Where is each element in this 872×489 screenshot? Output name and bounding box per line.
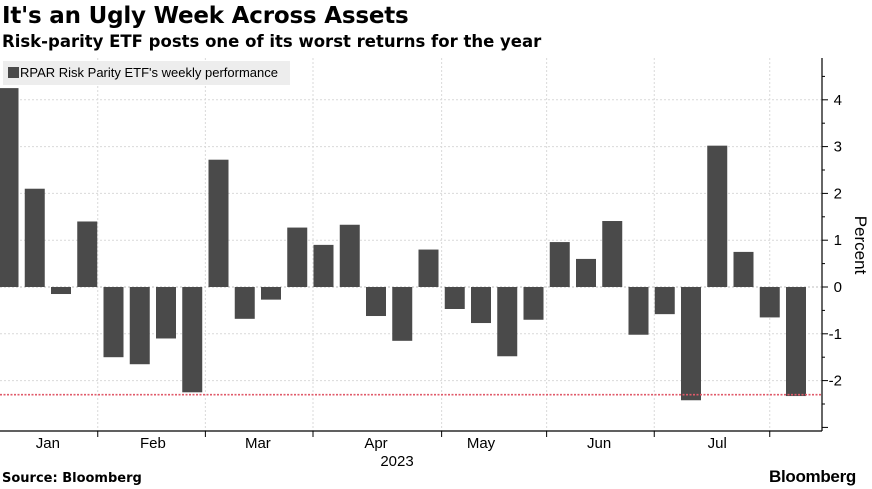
bar bbox=[287, 227, 308, 287]
bar bbox=[628, 287, 649, 335]
y-tick-label: 1 bbox=[834, 232, 842, 249]
bar bbox=[497, 287, 518, 357]
y-tick-label: 4 bbox=[834, 92, 842, 109]
bar bbox=[471, 287, 491, 324]
bar bbox=[339, 224, 360, 287]
bar bbox=[156, 287, 176, 339]
bar bbox=[261, 287, 281, 300]
bar bbox=[602, 221, 623, 287]
bar bbox=[681, 287, 701, 401]
bar bbox=[103, 287, 124, 358]
y-tick-label: -2 bbox=[829, 373, 842, 390]
bar bbox=[182, 287, 203, 393]
bar bbox=[418, 249, 439, 287]
source-note: Source: Bloomberg bbox=[2, 471, 142, 486]
bar bbox=[523, 287, 544, 320]
y-tick-labels: 4 3 2 1 0 -1 -2 bbox=[822, 75, 842, 428]
bars bbox=[0, 88, 806, 401]
bar bbox=[208, 159, 229, 287]
bar bbox=[51, 287, 71, 295]
y-tick-label: -1 bbox=[829, 326, 842, 343]
x-axis-year-label: 2023 bbox=[380, 453, 413, 470]
bar bbox=[366, 287, 386, 317]
chart-title: It's an Ugly Week Across Assets bbox=[2, 3, 409, 29]
x-tick-label: Feb bbox=[140, 435, 166, 452]
legend-swatch bbox=[8, 67, 19, 78]
y-tick-label: 2 bbox=[834, 185, 842, 202]
y-tick-label: 3 bbox=[834, 139, 842, 156]
bar bbox=[707, 145, 728, 287]
bar bbox=[444, 287, 465, 309]
bar bbox=[313, 244, 334, 287]
x-tick-labels: Jan Feb Mar Apr May Jun Jul bbox=[36, 431, 771, 452]
chart-subtitle: Risk-parity ETF posts one of its worst r… bbox=[2, 32, 542, 51]
bar bbox=[786, 287, 806, 397]
bar bbox=[549, 242, 570, 287]
x-tick-label: Jul bbox=[708, 435, 727, 452]
legend-background bbox=[3, 61, 290, 85]
bar bbox=[129, 287, 150, 365]
y-tick-label: 0 bbox=[834, 279, 842, 296]
bar bbox=[576, 258, 596, 287]
bar bbox=[0, 88, 19, 287]
y-axis-label: Percent bbox=[851, 216, 870, 275]
bar bbox=[77, 221, 98, 287]
bar bbox=[234, 287, 255, 319]
bar bbox=[24, 188, 45, 287]
bloomberg-logo: Bloomberg bbox=[768, 467, 856, 486]
bar bbox=[759, 287, 780, 318]
x-tick-label: Mar bbox=[245, 435, 271, 452]
x-tick-label: Jan bbox=[36, 435, 60, 452]
bar bbox=[392, 287, 413, 341]
x-tick-label: Jun bbox=[587, 435, 611, 452]
axes bbox=[0, 58, 823, 432]
legend-label: RPAR Risk Parity ETF's weekly performanc… bbox=[20, 65, 278, 80]
x-tick-label: May bbox=[467, 435, 496, 452]
bar bbox=[654, 287, 675, 315]
legend: RPAR Risk Parity ETF's weekly performanc… bbox=[3, 61, 290, 85]
x-tick-label: Apr bbox=[364, 435, 387, 452]
bar bbox=[733, 251, 754, 287]
